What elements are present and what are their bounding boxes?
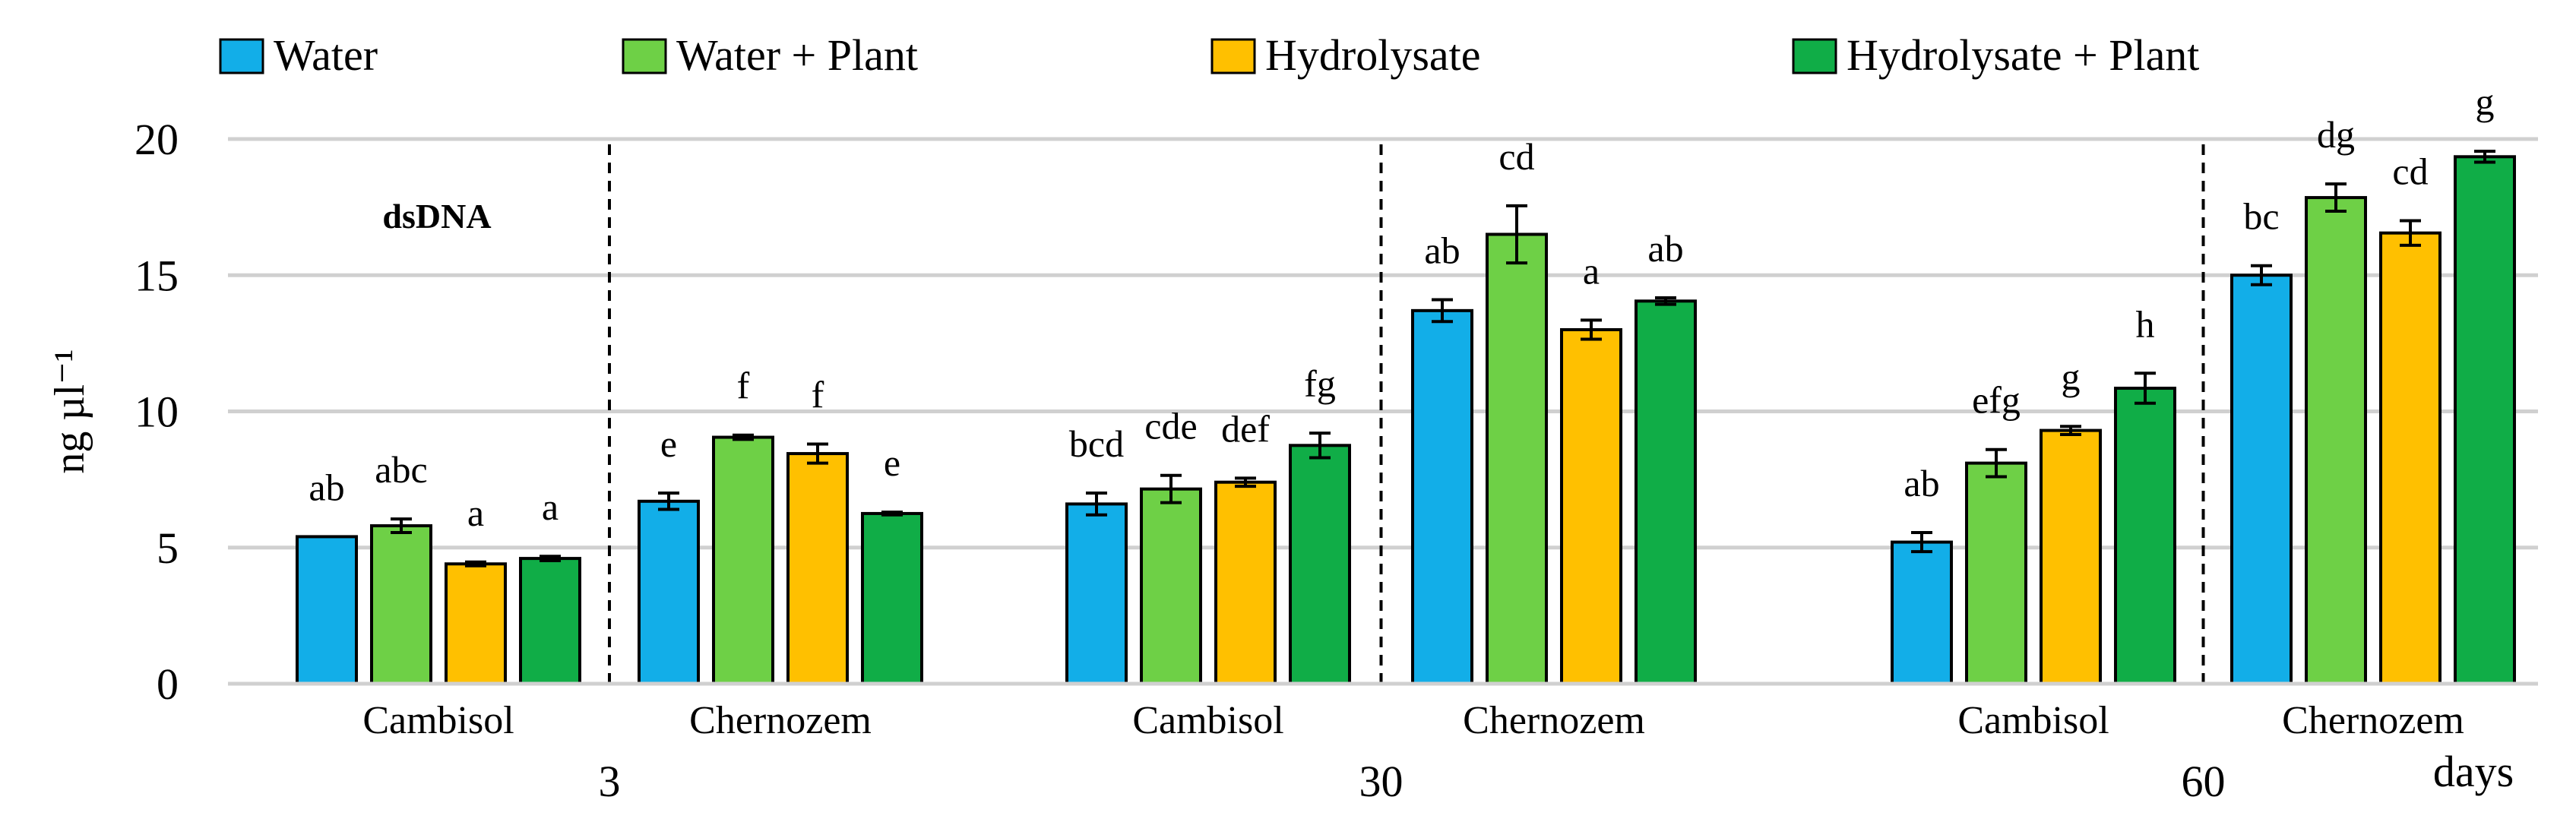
- significance-letter: bc: [2243, 195, 2279, 238]
- soil-label: Cambisol: [1132, 699, 1283, 742]
- significance-letter: cde: [1144, 405, 1197, 447]
- significance-letter: def: [1221, 407, 1270, 450]
- significance-letter: f: [812, 374, 824, 416]
- significance-letter: ab: [1424, 229, 1460, 272]
- x-axis: Cambisol Chernozem 3 Cambisol Chernozem 30 Cam…: [228, 681, 2538, 806]
- legend-label: Water: [274, 30, 378, 80]
- significance-letter: ab: [309, 466, 344, 508]
- significance-letter: a: [467, 492, 484, 534]
- legend-label: Hydrolysate: [1265, 30, 1481, 80]
- significance-letter: cd: [2392, 150, 2428, 193]
- legend-label: Hydrolysate + Plant: [1847, 30, 2199, 80]
- bar: [1140, 487, 1202, 685]
- soil-label: Cambisol: [1957, 699, 2109, 742]
- significance-letter: f: [737, 365, 750, 407]
- bar: [1214, 480, 1277, 686]
- significance-letter: g: [2062, 356, 2081, 398]
- significance-letter: e: [660, 422, 677, 465]
- soil-label: Chernozem: [2282, 699, 2464, 742]
- bar: [638, 499, 700, 685]
- bar: [445, 562, 507, 686]
- significance-letter: ab: [1647, 227, 1683, 270]
- bar: [1891, 540, 1953, 686]
- bar: [2379, 231, 2442, 685]
- significance-letter: dg: [2317, 113, 2355, 156]
- legend-swatch: [622, 38, 667, 74]
- bar: [2114, 387, 2176, 685]
- bar: [1065, 502, 1128, 686]
- significance-letter: efg: [1972, 379, 2021, 422]
- significance-letter: bcd: [1069, 422, 1124, 465]
- y-tick-label: 10: [134, 387, 179, 437]
- bar: [1635, 299, 1697, 685]
- bar: [861, 511, 923, 685]
- bar: [296, 535, 358, 685]
- time-label: 60: [2182, 757, 2226, 806]
- significance-letter: a: [1583, 249, 1600, 292]
- significance-letter: cd: [1498, 135, 1534, 178]
- y-tick-label: 20: [134, 115, 179, 164]
- bar: [1560, 327, 1622, 685]
- y-tick-label: 15: [134, 251, 179, 300]
- y-axis: 0 5 10 15 20: [134, 115, 179, 709]
- y-tick-label: 0: [157, 659, 179, 709]
- bar: [2454, 155, 2516, 686]
- bar: [1486, 232, 1548, 686]
- bar: [1411, 308, 1473, 685]
- bar: [519, 557, 581, 686]
- significance-letter: ab: [1904, 462, 1939, 504]
- significance-letter: h: [2136, 302, 2155, 345]
- significance-letter: fg: [1304, 362, 1336, 405]
- soil-label: Chernozem: [689, 699, 872, 742]
- legend-swatch: [1210, 38, 1256, 74]
- bar: [712, 435, 774, 685]
- legend-label: Water + Plant: [676, 30, 918, 80]
- bar: [2040, 428, 2102, 685]
- bar: [2305, 196, 2367, 685]
- significance-letter: a: [542, 485, 559, 528]
- x-axis-label: days: [2433, 747, 2514, 796]
- bar: [786, 452, 849, 685]
- time-label: 30: [1359, 757, 1404, 806]
- soil-label: Cambisol: [362, 699, 514, 742]
- bar: [1289, 444, 1351, 685]
- legend-swatch: [1792, 38, 1837, 74]
- time-label: 3: [599, 757, 621, 806]
- y-axis-label: ng µl⁻¹: [46, 349, 93, 473]
- legend: Water Water + Plant Hydrolysate Hydrolysate…: [219, 30, 2199, 80]
- significance-letter: abc: [375, 448, 427, 491]
- significance-letter: g: [2476, 81, 2495, 123]
- legend-swatch: [219, 38, 264, 74]
- significance-letter: e: [884, 441, 900, 484]
- bar: [370, 524, 432, 685]
- panel-title: dsDNA: [382, 197, 491, 236]
- bar: [1965, 461, 2027, 685]
- y-tick-label: 5: [157, 523, 179, 573]
- soil-label: Chernozem: [1463, 699, 1645, 742]
- bar: [2230, 273, 2293, 685]
